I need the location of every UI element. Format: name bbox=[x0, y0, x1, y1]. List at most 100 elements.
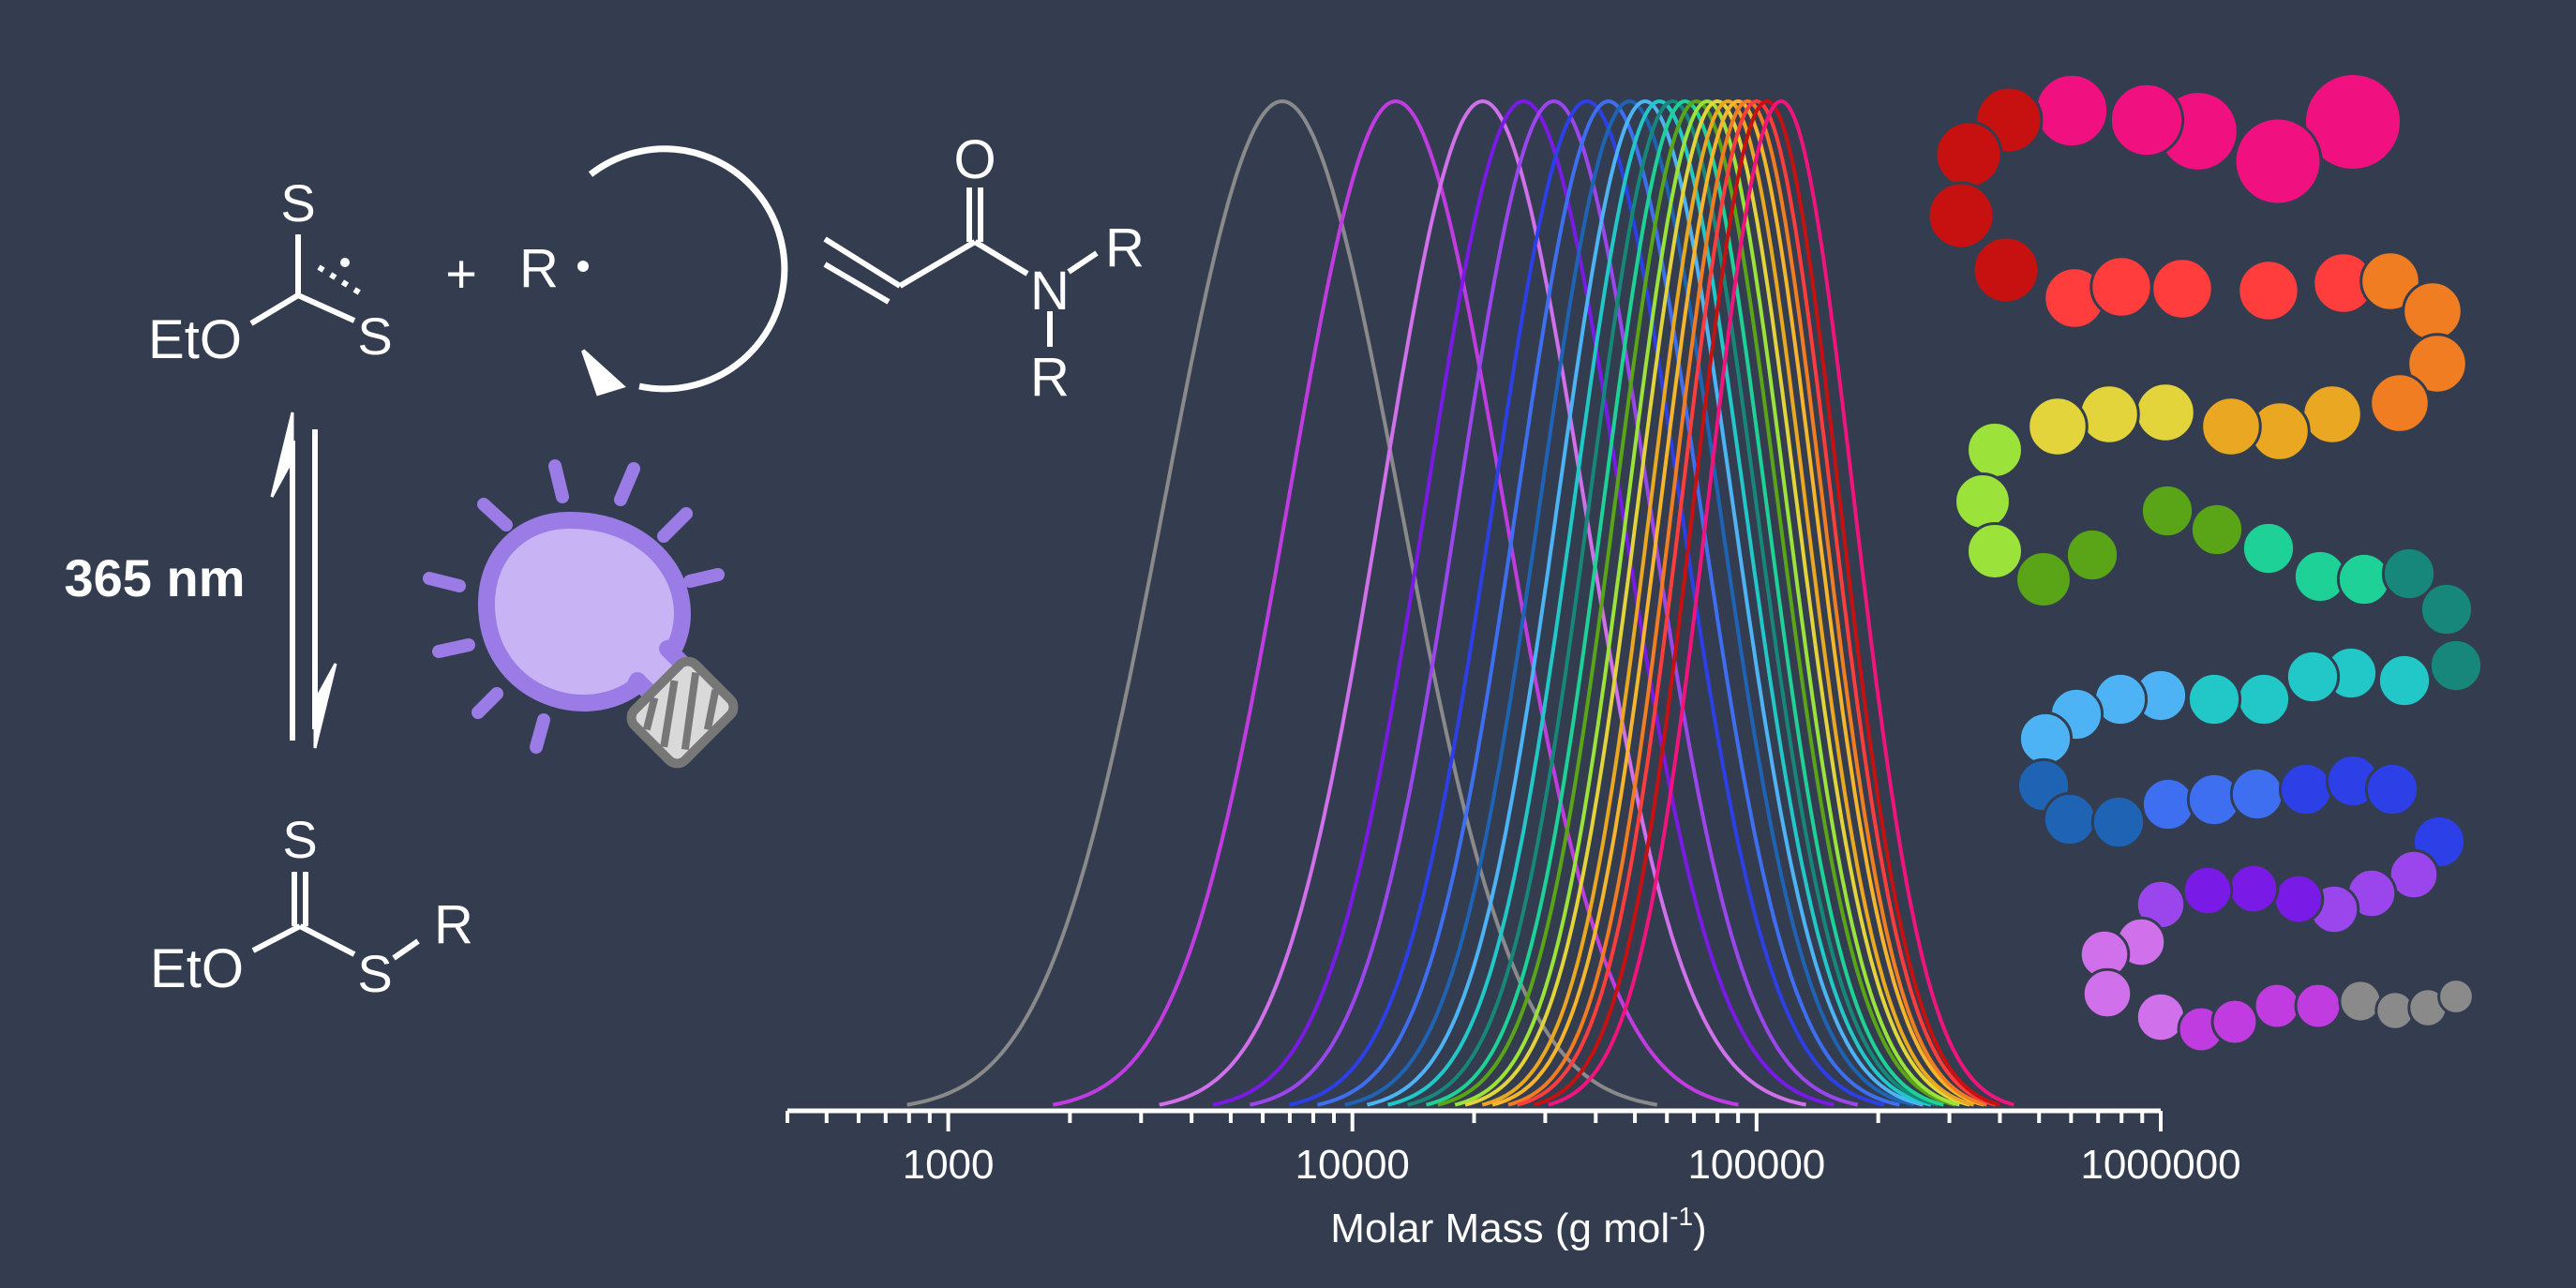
series-line-19 bbox=[1517, 98, 1997, 1107]
x-tick-label: 1000 bbox=[903, 1142, 995, 1188]
group-r-adduct: R bbox=[434, 894, 473, 955]
chain-bead bbox=[2140, 776, 2196, 832]
series-line-4 bbox=[1212, 98, 1835, 1107]
group-eto: EtO bbox=[148, 309, 242, 370]
x-axis-label: Molar Mass (g mol-1) bbox=[1330, 1202, 1706, 1251]
series-line-5 bbox=[1249, 98, 1859, 1107]
chain-bead bbox=[2014, 550, 2073, 608]
chain-bead bbox=[2189, 502, 2245, 558]
series-line-6 bbox=[1288, 98, 1885, 1107]
x-tick-label: 10000 bbox=[1295, 1142, 1410, 1188]
chain-bead bbox=[2210, 997, 2259, 1046]
chain-bead bbox=[2017, 711, 2074, 767]
mw-distribution-chart: 1000 10000 100000 1000000 Molar Mass (g mol… bbox=[786, 98, 2241, 1251]
chain-bead bbox=[2302, 71, 2404, 172]
chain-bead bbox=[2388, 848, 2440, 901]
series-line-3 bbox=[1159, 98, 1807, 1107]
chain-bead bbox=[1966, 421, 2024, 479]
atom-s-right: S bbox=[357, 307, 392, 366]
chain-bead bbox=[2381, 546, 2437, 602]
chain-bead bbox=[2240, 520, 2297, 577]
chain-bead bbox=[2376, 652, 2433, 709]
chain-bead bbox=[2428, 637, 2484, 694]
chain-bead bbox=[2236, 671, 2292, 727]
chain-bead bbox=[2200, 396, 2262, 457]
chain-bead bbox=[2402, 280, 2464, 342]
chain-bead bbox=[2042, 791, 2098, 847]
acrylamide-structure bbox=[823, 187, 1099, 347]
chain-bead bbox=[2134, 991, 2187, 1043]
chain-bead bbox=[2237, 259, 2300, 322]
x-tick-label: 100000 bbox=[1687, 1142, 1825, 1188]
chain-bead bbox=[1954, 472, 2012, 531]
chain-bead bbox=[1966, 522, 2024, 580]
chain-bead bbox=[2186, 671, 2242, 727]
chain-bead bbox=[2419, 581, 2475, 637]
x-axis-ticks bbox=[786, 1111, 2163, 1131]
chain-bead bbox=[2108, 82, 2185, 158]
x-tick-label: 1000000 bbox=[2080, 1142, 2240, 1188]
radical-dot bbox=[577, 261, 589, 272]
chain-bead bbox=[2364, 761, 2420, 817]
series-line-9 bbox=[1366, 98, 1925, 1107]
equilibrium-arrows-icon bbox=[270, 412, 337, 749]
chain-bead bbox=[1926, 181, 1996, 250]
xanthate-radical-structure: S S EtO bbox=[148, 173, 393, 370]
chain-bead bbox=[2233, 116, 2323, 206]
atom-o: O bbox=[953, 129, 996, 190]
bond-c-s-right bbox=[296, 292, 356, 323]
atom-s-top-bottom: S bbox=[282, 810, 317, 869]
radical-r: R bbox=[519, 238, 559, 299]
atom-s-mid: S bbox=[357, 944, 392, 1003]
x-axis-label-sup: -1 bbox=[1670, 1202, 1693, 1231]
chain-bead bbox=[2081, 967, 2134, 1020]
chain-bead bbox=[2272, 873, 2325, 925]
series-line-18 bbox=[1507, 98, 1988, 1107]
chain-bead bbox=[2369, 372, 2431, 434]
reaction-scheme: S S EtO + R O N R bbox=[65, 129, 1145, 1003]
xanthate-adduct-structure: S EtO S R bbox=[150, 810, 473, 1003]
series-line-16 bbox=[1481, 98, 1975, 1107]
chain-bead bbox=[1934, 120, 2003, 189]
wavelength-label: 365 nm bbox=[65, 548, 246, 607]
chain-bead bbox=[2437, 978, 2475, 1015]
chain-bead bbox=[2139, 483, 2195, 539]
group-r-bottom: R bbox=[1030, 347, 1070, 408]
chain-bead bbox=[2278, 761, 2334, 817]
series-line-17 bbox=[1491, 98, 1984, 1107]
chain-bead bbox=[2181, 864, 2234, 917]
x-axis-tick-labels: 1000 10000 100000 1000000 bbox=[903, 1142, 2241, 1188]
bond-c-o bbox=[249, 292, 300, 326]
chain-bead bbox=[2336, 551, 2392, 607]
chain-bead bbox=[2033, 72, 2110, 149]
chain-bead bbox=[2078, 383, 2140, 445]
series-line-15 bbox=[1464, 98, 1970, 1107]
series-line-8 bbox=[1344, 98, 1915, 1107]
series-line-10 bbox=[1387, 98, 1932, 1107]
chain-bead bbox=[2027, 396, 2089, 457]
chain-bead bbox=[2134, 382, 2196, 443]
light-bulb-icon bbox=[423, 459, 739, 769]
series-line-13 bbox=[1437, 98, 1956, 1107]
chain-bead bbox=[2090, 794, 2147, 850]
atom-n: N bbox=[1030, 261, 1070, 322]
chain-bead bbox=[2284, 649, 2341, 705]
cycle-arrow-icon bbox=[581, 145, 788, 397]
chain-bead bbox=[2150, 257, 2214, 321]
series-line-1 bbox=[906, 98, 1658, 1107]
chain-bead bbox=[2338, 979, 2383, 1024]
chain-bead bbox=[2359, 250, 2421, 312]
series-line-11 bbox=[1407, 98, 1939, 1107]
chain-bead bbox=[2227, 862, 2280, 915]
bond-dashed bbox=[317, 264, 366, 298]
series-line-7 bbox=[1316, 98, 1900, 1107]
group-r-right: R bbox=[1105, 217, 1145, 278]
series-line-12 bbox=[1425, 98, 1944, 1107]
series-line-14 bbox=[1454, 98, 1960, 1107]
x-axis-label-main: Molar Mass (g mol bbox=[1330, 1206, 1670, 1251]
light-rays bbox=[423, 459, 725, 754]
series-curves bbox=[906, 98, 2014, 1107]
chain-bead bbox=[2406, 333, 2468, 395]
